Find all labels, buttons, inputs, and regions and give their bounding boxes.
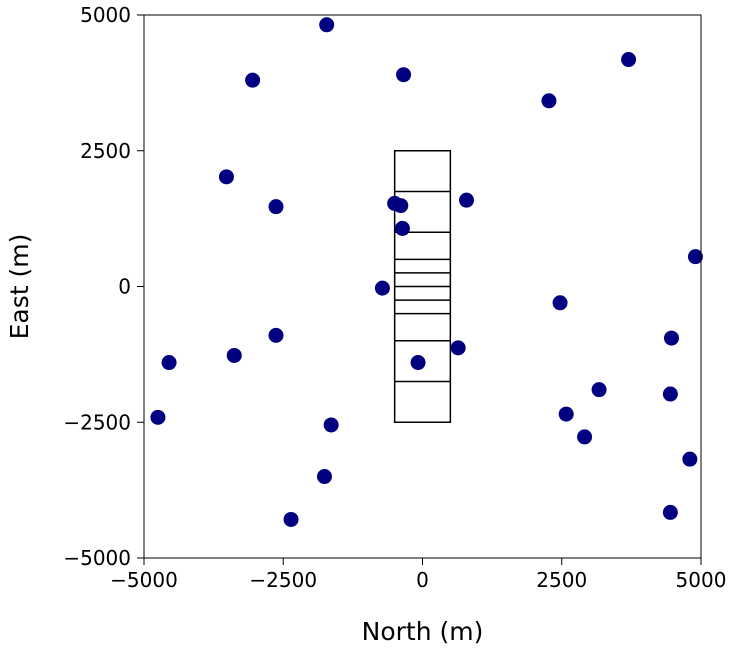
data-point (374, 280, 390, 296)
data-point (459, 192, 475, 208)
data-point (450, 340, 466, 356)
x-tick-label: 0 (416, 568, 429, 592)
data-point (682, 451, 698, 467)
data-point (394, 220, 410, 236)
x-tick-label: 5000 (676, 568, 727, 592)
data-point (591, 382, 607, 398)
data-points (150, 17, 703, 527)
data-point (268, 327, 284, 343)
y-tick-label: −2500 (63, 410, 131, 434)
x-axis-label: North (m) (362, 617, 484, 646)
x-tick-label: −5000 (110, 568, 178, 592)
y-axis-label: East (m) (5, 234, 34, 340)
x-tick-label: −2500 (249, 568, 317, 592)
data-point (161, 355, 177, 371)
data-point (662, 504, 678, 520)
data-point (410, 355, 426, 371)
data-point (268, 199, 284, 215)
data-point (558, 406, 574, 422)
y-axis: −5000 −2500 0 2500 5000 (63, 3, 144, 570)
data-point (687, 249, 703, 265)
data-point (577, 429, 593, 445)
y-tick-label: 2500 (80, 139, 131, 163)
data-point (662, 386, 678, 402)
data-point (316, 469, 332, 485)
x-tick-label: 2500 (536, 568, 587, 592)
data-point (283, 511, 299, 527)
data-point (663, 330, 679, 346)
data-point (393, 198, 409, 214)
y-tick-label: 5000 (80, 3, 131, 27)
data-point (552, 295, 568, 311)
data-point (323, 417, 339, 433)
data-point (621, 52, 637, 68)
data-point (245, 72, 261, 88)
y-tick-label: −5000 (63, 546, 131, 570)
data-point (218, 169, 234, 185)
data-point (396, 67, 412, 83)
data-point (319, 17, 335, 33)
y-tick-label: 0 (118, 275, 131, 299)
data-point (541, 93, 557, 109)
data-point (226, 347, 242, 363)
array-grid (393, 150, 452, 423)
data-point (150, 409, 166, 425)
x-axis: −5000 −2500 0 2500 5000 (110, 558, 726, 592)
